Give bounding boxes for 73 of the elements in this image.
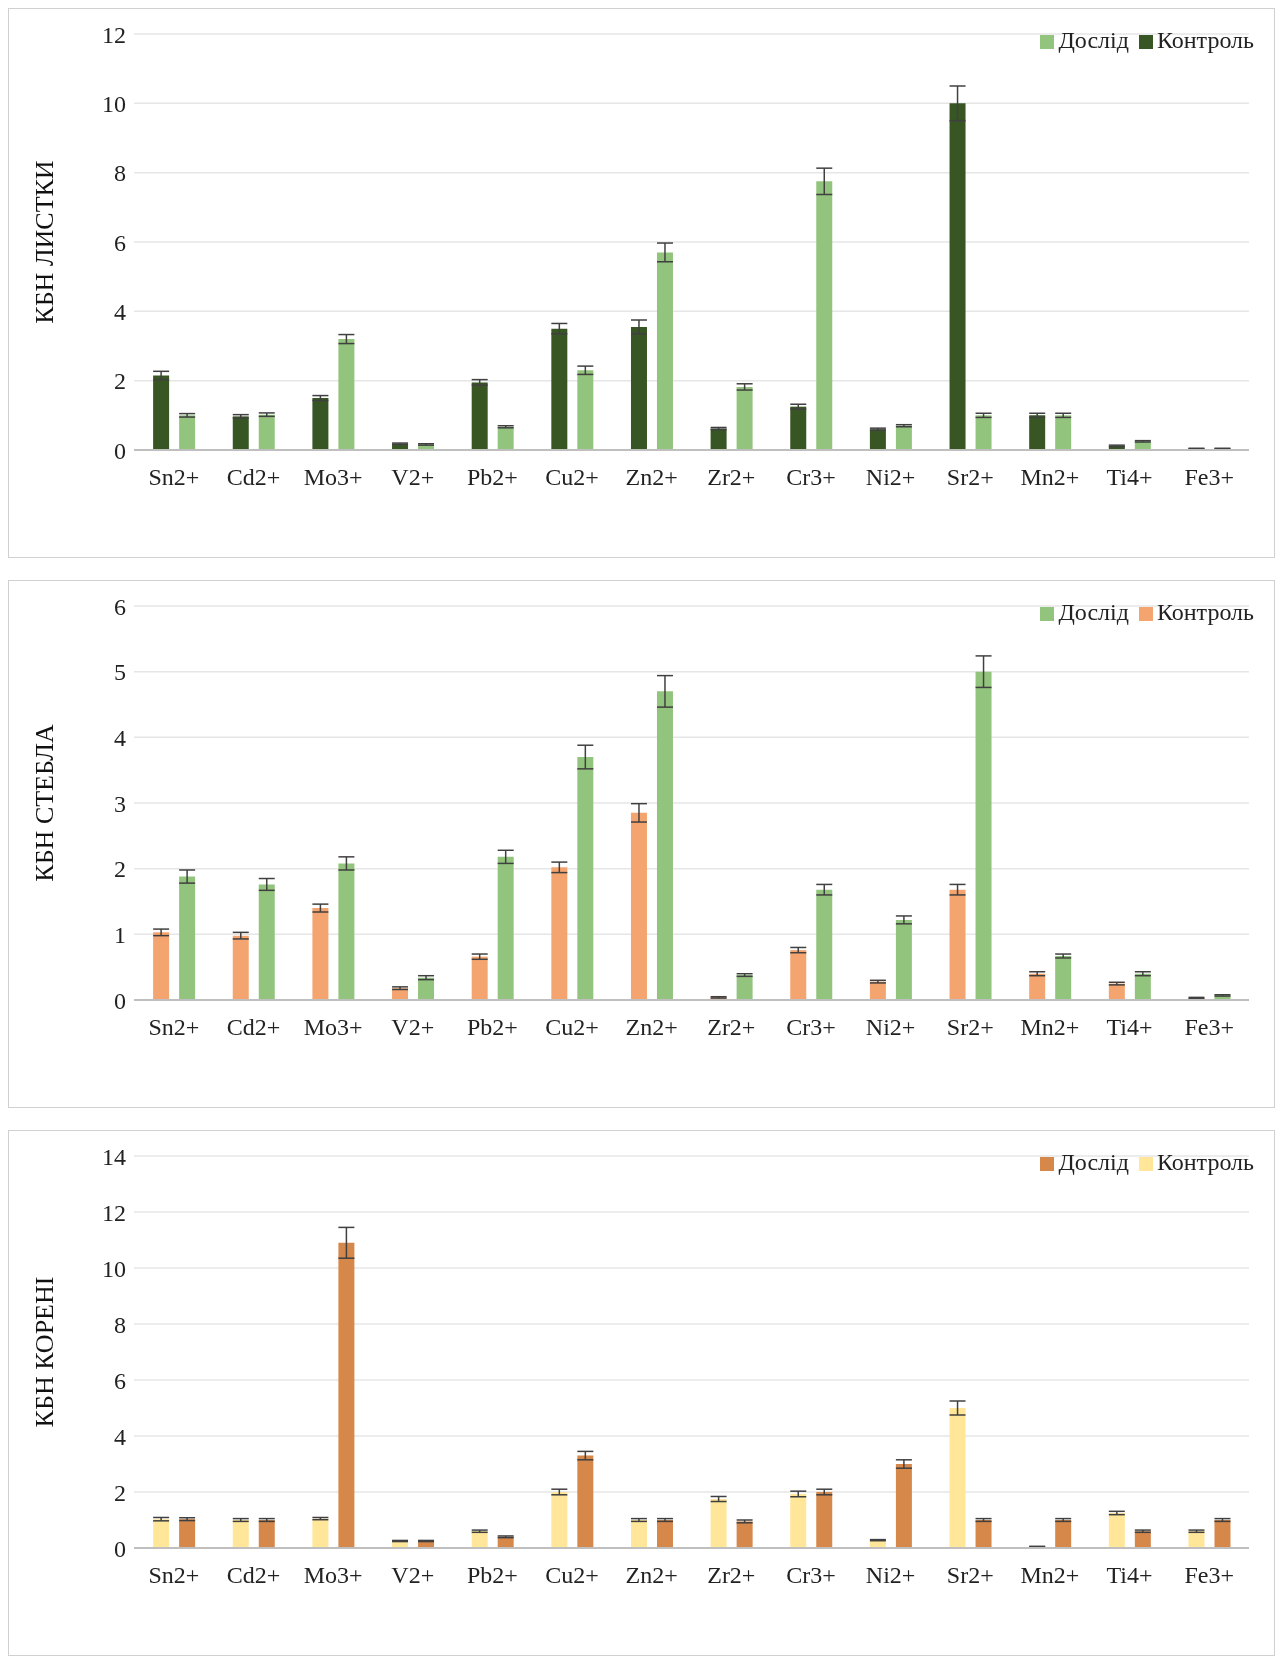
x-tick-label: Sn2+ — [148, 1562, 200, 1589]
y-tick-label: 8 — [114, 1311, 126, 1338]
x-tick-label: Ni2+ — [865, 1562, 916, 1589]
y-tick-label: 0 — [114, 987, 126, 1014]
y-tick-label: 4 — [114, 1423, 126, 1450]
y-tick-label: 12 — [102, 21, 126, 48]
x-tick-label: Cu2+ — [545, 1014, 599, 1041]
x-tick-label: V2+ — [391, 1014, 435, 1041]
x-tick-label: Mo3+ — [303, 1562, 363, 1589]
x-tick-label: Fe3+ — [1184, 1562, 1234, 1589]
x-tick-label: Mo3+ — [303, 1014, 363, 1041]
x-tick-label: Cd2+ — [226, 464, 281, 491]
x-tick-label: Zr2+ — [707, 1014, 756, 1041]
x-tick-label: Cr3+ — [786, 1562, 836, 1589]
y-tick-label: 2 — [114, 368, 126, 395]
x-tick-label: Cu2+ — [545, 1562, 599, 1589]
y-tick-label: 0 — [114, 1535, 126, 1562]
x-tick-label: Cr3+ — [786, 464, 836, 491]
x-tick-label: Zr2+ — [707, 1562, 756, 1589]
legend-label: Дослід — [1058, 599, 1129, 625]
x-tick-label: Cd2+ — [226, 1562, 281, 1589]
y-tick-label: 4 — [114, 298, 126, 325]
y-tick-label: 12 — [102, 1199, 126, 1226]
y-tick-label: 0 — [114, 437, 126, 464]
x-tick-label: Fe3+ — [1184, 1014, 1234, 1041]
x-tick-label: Ti4+ — [1106, 1014, 1153, 1041]
y-axis-title: КБН КОРЕНІ — [30, 1276, 60, 1428]
x-tick-label: Zn2+ — [625, 1014, 678, 1041]
x-tick-label: Sr2+ — [946, 1562, 994, 1589]
y-tick-label: 6 — [114, 593, 126, 620]
y-tick-label: 14 — [102, 1143, 126, 1170]
y-tick-label: 10 — [102, 90, 126, 117]
x-tick-label: Ni2+ — [865, 1014, 916, 1041]
x-tick-label: Cd2+ — [226, 1014, 281, 1041]
legend-label: Дослід — [1058, 27, 1129, 53]
x-tick-label: Ti4+ — [1106, 464, 1153, 491]
x-tick-label: Ni2+ — [865, 464, 916, 491]
y-tick-label: 5 — [114, 659, 126, 686]
x-tick-label: Mn2+ — [1020, 1562, 1080, 1589]
y-tick-label: 1 — [114, 921, 126, 948]
x-tick-label: V2+ — [391, 464, 435, 491]
x-tick-label: Pb2+ — [466, 464, 518, 491]
x-tick-label: Sr2+ — [946, 1014, 994, 1041]
x-tick-label: Mn2+ — [1020, 1014, 1080, 1041]
x-tick-label: Pb2+ — [466, 1014, 518, 1041]
x-tick-label: Sn2+ — [148, 464, 200, 491]
y-tick-label: 6 — [114, 229, 126, 256]
x-tick-label: Sr2+ — [946, 464, 994, 491]
x-tick-label: Zn2+ — [625, 1562, 678, 1589]
x-tick-label: Zr2+ — [707, 464, 756, 491]
y-tick-label: 8 — [114, 160, 126, 187]
y-axis-title: КБН СТЕБЛА — [30, 724, 60, 882]
y-tick-label: 6 — [114, 1367, 126, 1394]
x-tick-label: V2+ — [391, 1562, 435, 1589]
legend-label: Контроль — [1156, 1149, 1254, 1175]
y-tick-label: 2 — [114, 1479, 126, 1506]
x-tick-label: Mo3+ — [303, 464, 363, 491]
y-axis-title: КБН ЛИСТКИ — [30, 160, 60, 324]
y-tick-label: 2 — [114, 856, 126, 883]
x-tick-label: Zn2+ — [625, 464, 678, 491]
x-tick-label: Ti4+ — [1106, 1562, 1153, 1589]
x-tick-label: Mn2+ — [1020, 464, 1080, 491]
y-tick-label: 4 — [114, 724, 126, 751]
legend-label: Контроль — [1156, 599, 1254, 625]
x-tick-label: Cr3+ — [786, 1014, 836, 1041]
x-tick-label: Sn2+ — [148, 1014, 200, 1041]
y-tick-label: 3 — [114, 790, 126, 817]
x-tick-label: Cu2+ — [545, 464, 599, 491]
legend-label: Контроль — [1156, 27, 1254, 53]
x-tick-label: Fe3+ — [1184, 464, 1234, 491]
y-tick-label: 10 — [102, 1255, 126, 1282]
x-tick-label: Pb2+ — [466, 1562, 518, 1589]
legend-label: Дослід — [1058, 1149, 1129, 1175]
